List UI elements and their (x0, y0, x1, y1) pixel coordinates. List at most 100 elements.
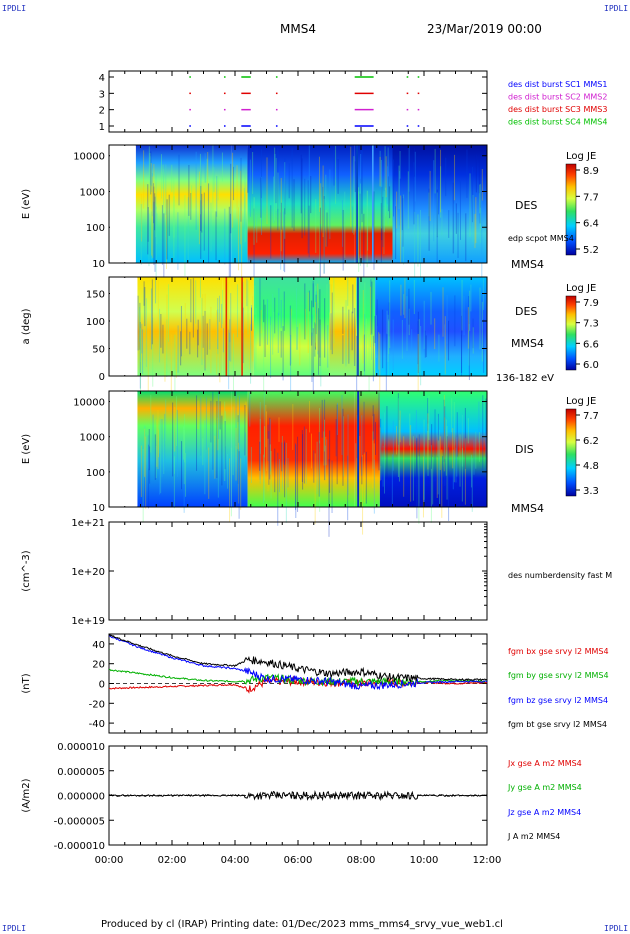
spectrogram-stripe (280, 212, 282, 270)
spectrogram-stripe (385, 156, 387, 198)
spectrogram-stripe (348, 309, 350, 364)
spectrogram-stripe (270, 205, 272, 259)
spectrogram-stripe (269, 419, 271, 472)
spectrogram-stripe (412, 436, 414, 501)
spectrogram-stripe (277, 172, 279, 209)
spectrogram-stripe (152, 317, 154, 387)
series-line (108, 635, 488, 691)
spectrogram-stripe (224, 208, 226, 265)
colorbar-tick-label: 4.8 (583, 461, 599, 472)
spectrogram-stripe (244, 193, 246, 242)
spectrogram-stripe (414, 211, 416, 283)
spectrogram-stripe (359, 183, 361, 266)
spectrogram-stripe (433, 160, 435, 242)
spectrogram-stripe (372, 335, 374, 382)
corner-logo-bottom-right: IPDLI (604, 924, 629, 933)
spectrogram-stripe (404, 278, 406, 319)
spectrogram-stripe (475, 197, 477, 244)
spectrogram-stripe (230, 163, 232, 234)
spectrogram-stripe (391, 454, 393, 506)
spectrogram-stripe (485, 428, 487, 457)
y-tick-label: 0.000010 (57, 742, 105, 753)
spectrogram-stripe (238, 396, 240, 464)
spectrogram-stripe (440, 166, 442, 218)
spectrogram-stripe (168, 194, 170, 236)
spectrogram-stripe (222, 289, 224, 325)
spectrogram-stripe (366, 318, 368, 376)
spectrogram-stripe (379, 333, 381, 399)
spectrogram-stripe (437, 434, 439, 495)
x-tick-label: 02:00 (158, 855, 187, 866)
y-tick-label: 10000 (73, 398, 105, 409)
spectrogram-stripe (159, 453, 161, 495)
spectrogram-stripe (398, 165, 400, 210)
spectrogram-stripe (148, 429, 150, 471)
legend-label: des dist burst SC1 MMS1 (508, 80, 607, 89)
spectrogram-stripe (182, 426, 184, 460)
spectrogram-stripe (304, 283, 306, 340)
spectrogram-stripe (244, 432, 246, 476)
spectrogram-stripe (396, 426, 398, 455)
spectrogram-stripe (436, 190, 438, 263)
spectrogram-stripe (465, 213, 467, 262)
spectrogram-stripe (151, 173, 153, 217)
spectrogram-stripe (227, 282, 229, 321)
spectrogram-stripe (155, 446, 157, 479)
spectrogram-stripe (199, 277, 201, 298)
spectrogram (137, 277, 487, 403)
spectrogram-stripe (282, 326, 284, 381)
colorbar-tick-label: 7.9 (583, 298, 599, 309)
spectrogram-stripe (150, 288, 152, 350)
spectrogram-stripe (351, 311, 353, 351)
spectrogram-stripe (436, 457, 438, 498)
spectrogram-stripe (259, 439, 261, 480)
spectrogram-stripe (154, 196, 156, 272)
spectrogram-stripe (341, 395, 343, 455)
series-line (108, 668, 488, 688)
spectrogram-stripe (268, 431, 270, 485)
spectrogram-stripe (254, 285, 256, 315)
spectrogram-stripe (403, 294, 405, 315)
spectrogram-stripe (481, 200, 483, 279)
spectrogram-stripe (319, 440, 321, 512)
footer-text: Produced by cl (IRAP) Printing date: 01/… (101, 919, 503, 930)
spectrogram-stripe (427, 398, 429, 431)
spacecraft-label: MMS4 (511, 337, 544, 350)
spectrogram-band (137, 391, 232, 507)
spectrogram-stripe (242, 281, 244, 333)
spectrogram-stripe (388, 319, 390, 376)
spectrogram-stripe (364, 314, 366, 376)
spectrogram-stripe (461, 279, 463, 331)
spectrogram-stripe (448, 210, 450, 238)
spectrogram-stripe (345, 300, 347, 365)
spectrogram-stripe (312, 328, 314, 391)
spectrogram-stripe (358, 191, 360, 272)
spectrogram-stripe (469, 290, 471, 332)
y-tick-label: 40 (92, 640, 105, 651)
spectrogram-stripe (373, 459, 375, 514)
spectrogram-stripe (466, 149, 468, 198)
spectrogram-stripe (266, 157, 268, 225)
spectrogram-stripe (301, 158, 303, 239)
spectrogram-stripe (254, 331, 256, 370)
spectrogram-stripe (380, 433, 382, 480)
spectrogram-stripe (153, 163, 155, 202)
spectrogram-stripe (259, 441, 261, 471)
spectrogram-stripe (417, 333, 419, 398)
spectrogram-stripe (470, 284, 472, 312)
spectrogram-stripe (406, 296, 408, 351)
spectrogram-stripe (362, 336, 364, 364)
spectrogram-stripe (236, 165, 238, 219)
spectrogram-stripe (397, 398, 399, 478)
y-tick-label: 50 (92, 345, 105, 356)
spectrogram-stripe (171, 164, 173, 193)
legend-label: fgm bz gse srvy l2 MMS4 (508, 696, 608, 705)
spectrogram-stripe (202, 294, 204, 359)
spectrogram-stripe (200, 200, 202, 231)
spectrogram-line (357, 277, 359, 376)
spectrogram-stripe (213, 166, 215, 193)
spectrogram-stripe (423, 300, 425, 349)
spectrogram-stripe (247, 280, 249, 335)
corner-logo-top-right: IPDLI (604, 4, 629, 13)
spectrogram-stripe (314, 453, 316, 525)
